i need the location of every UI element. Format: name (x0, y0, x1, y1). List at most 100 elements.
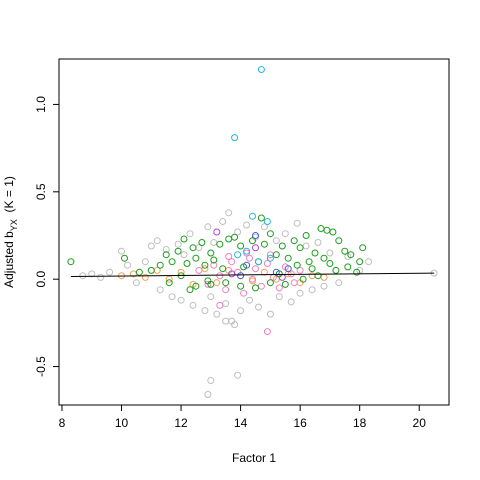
point-green (156, 261, 164, 269)
point-pink (195, 266, 203, 274)
point-green (249, 237, 256, 245)
point-pink (249, 275, 256, 283)
point-orange (141, 273, 149, 281)
point-gray (320, 282, 328, 290)
trend-layer (70, 272, 435, 278)
x-tick-label: 16 (293, 416, 307, 430)
point-gray (177, 296, 185, 304)
point-gray (266, 310, 274, 318)
point-gray (204, 391, 212, 398)
y-tick-label: 1.0 (34, 96, 48, 113)
point-green (210, 256, 218, 264)
point-green (314, 272, 322, 280)
point-orange (284, 270, 292, 278)
y-tick-label: -0.5 (34, 356, 48, 377)
x-tick-label: 14 (234, 416, 248, 430)
point-cyan (243, 247, 251, 255)
point-green (311, 249, 319, 257)
point-green (329, 228, 337, 236)
point-cyan (249, 212, 256, 220)
y-axis-title-tail: (K = 1) (2, 176, 16, 219)
point-gray (234, 371, 242, 379)
point-gray (207, 377, 215, 384)
point-gray (287, 298, 295, 306)
point-orange (213, 279, 221, 287)
point-gray (225, 209, 233, 217)
point-green (272, 251, 280, 259)
point-green (222, 279, 230, 287)
point-pink (222, 286, 230, 294)
point-green (308, 265, 316, 273)
point-green (183, 260, 191, 267)
point-gray (296, 289, 304, 297)
x-tick-label: 20 (413, 416, 427, 430)
point-green (174, 247, 182, 255)
point-green (284, 254, 292, 262)
point-pink (290, 279, 298, 287)
point-green (278, 242, 286, 250)
point-green (147, 266, 155, 274)
point-cyan (266, 254, 274, 262)
point-green (353, 268, 361, 276)
point-gray (302, 242, 310, 250)
point-pink (257, 282, 265, 290)
point-orange (308, 272, 316, 280)
point-green (347, 251, 355, 259)
point-gray (260, 223, 268, 231)
point-gray (204, 223, 212, 231)
point-green (162, 251, 170, 259)
point-green (323, 226, 331, 234)
plot-frame (58, 58, 450, 406)
point-green (231, 233, 239, 241)
point-gray (281, 230, 289, 238)
point-green (237, 282, 245, 290)
point-cyan (255, 258, 262, 266)
point-blue (243, 261, 251, 269)
point-pink (204, 280, 212, 288)
point-gray (147, 242, 155, 250)
point-gray (222, 317, 230, 325)
point-pink (252, 265, 259, 273)
point-gray (180, 251, 188, 259)
point-green (320, 254, 328, 262)
point-blue (284, 265, 292, 273)
point-gray (88, 270, 96, 278)
point-green (189, 244, 197, 252)
trend-line (70, 272, 435, 278)
point-gray (141, 258, 149, 266)
point-orange (260, 268, 268, 276)
point-gray (174, 240, 182, 248)
point-gray (326, 249, 334, 257)
point-green (225, 235, 233, 243)
point-green (290, 237, 298, 245)
point-gray (189, 301, 197, 309)
point-green (165, 279, 173, 287)
point-green (299, 275, 307, 283)
point-green (180, 235, 188, 243)
point-green (302, 232, 310, 239)
point-gray (156, 286, 164, 294)
point-green (201, 261, 209, 269)
point-green (67, 258, 75, 266)
point-gray (97, 273, 105, 281)
point-gray (308, 286, 316, 294)
point-gray (153, 237, 161, 245)
point-gray (272, 237, 280, 245)
point-green (216, 240, 224, 248)
point-green (204, 277, 212, 285)
point-gray (132, 279, 140, 287)
point-green (326, 260, 334, 267)
point-gray (219, 218, 227, 225)
x-axis-title: Factor 1 (232, 451, 276, 465)
y-axis-title: Adjusted bYX (K = 1) (2, 176, 19, 288)
point-gray (79, 272, 87, 280)
point-green (135, 268, 143, 276)
point-gray (237, 307, 245, 315)
point-gray (106, 268, 114, 276)
point-gray (243, 221, 251, 229)
point-green (260, 240, 268, 248)
y-axis-title-subscript: YX (9, 219, 19, 231)
point-gray (293, 219, 301, 227)
point-gray (335, 279, 343, 287)
